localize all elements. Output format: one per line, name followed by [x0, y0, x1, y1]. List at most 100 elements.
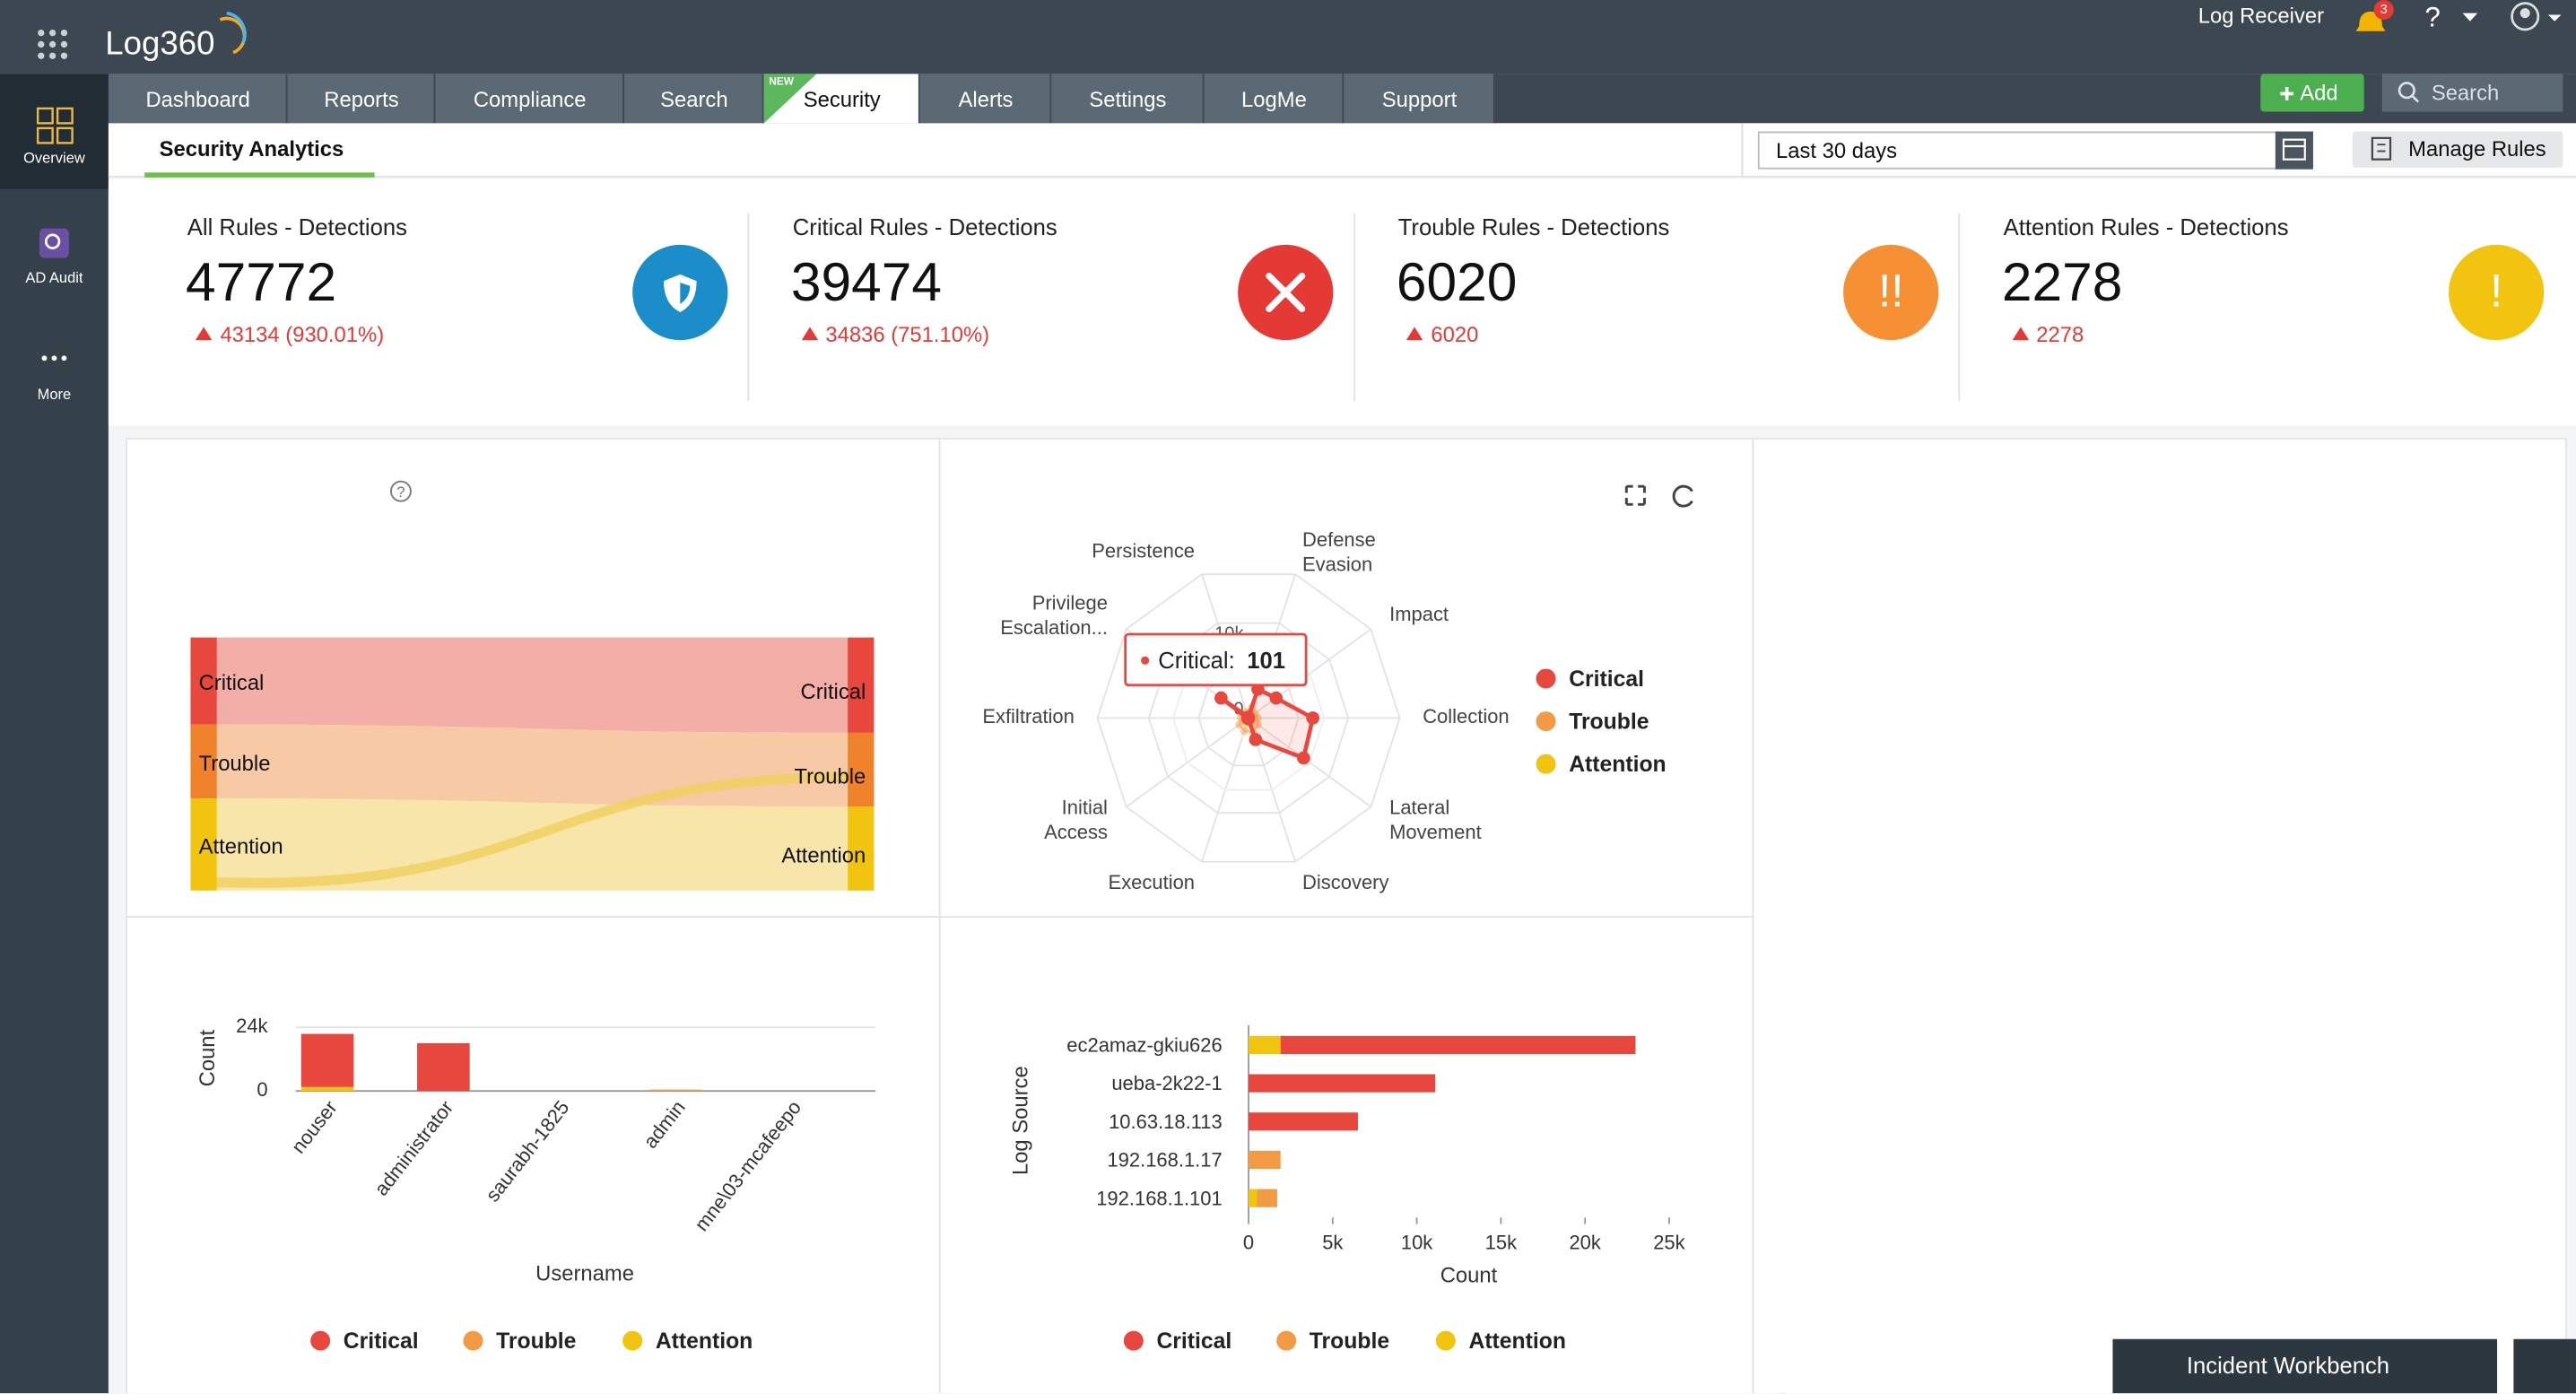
x-tick-label: 15k	[1485, 1231, 1518, 1253]
app-grid-dot	[38, 40, 45, 48]
kpi-value: 39474	[790, 250, 943, 312]
add-button[interactable]: Add	[2260, 74, 2364, 112]
search-box[interactable]: Search	[2381, 74, 2563, 112]
pipeline-level-label: Critical	[801, 680, 866, 704]
radar-point	[1253, 713, 1262, 723]
chat-button[interactable]	[2513, 1338, 2576, 1394]
date-range-text[interactable]: Last 30 days	[1775, 137, 1898, 163]
kpi-icon-text: !!	[1878, 265, 1904, 316]
nav-tab[interactable]: LogMe	[1204, 74, 1345, 124]
calendar-button[interactable]	[2275, 131, 2313, 170]
radar-point	[1306, 711, 1319, 725]
kpi-up-arrow	[195, 327, 213, 341]
x-tick-label: 0	[1243, 1231, 1254, 1253]
nav-tab-label[interactable]: Dashboard	[145, 86, 250, 112]
more-dot	[61, 355, 67, 362]
pipeline-node	[190, 724, 217, 799]
overview-icon	[56, 107, 74, 125]
kpi-icon-text: !	[2490, 265, 2502, 316]
kpi-icon	[2449, 244, 2545, 341]
sidebar-item[interactable]: More	[37, 387, 72, 404]
legend-swatch	[310, 1330, 331, 1351]
nav-tab[interactable]: Compliance	[435, 74, 625, 124]
nav-tab[interactable]: Dashboard	[108, 74, 288, 124]
sub-tab[interactable]: Security Analytics	[159, 135, 344, 161]
manage-rules-label[interactable]: Manage Rules	[2408, 135, 2546, 161]
x-tick-label: 5k	[1322, 1231, 1344, 1253]
x-icon	[1266, 273, 1306, 313]
pipeline-level-label: Attention	[781, 843, 866, 867]
search-placeholder[interactable]: Search	[2431, 80, 2500, 106]
workbench-label[interactable]: Incident Workbench	[2186, 1353, 2390, 1380]
x-tick-label: 20k	[1569, 1231, 1601, 1253]
bar	[1257, 1189, 1277, 1207]
radar-point	[1240, 727, 1249, 736]
ad-audit-icon	[39, 228, 69, 258]
nav-tab[interactable]: Reports	[287, 74, 436, 124]
nav-tab-label[interactable]: LogMe	[1241, 86, 1307, 112]
plus-icon	[2280, 87, 2293, 100]
x-axis-label: Username	[535, 1262, 634, 1286]
user-avatar	[2511, 2, 2540, 31]
incident-workbench[interactable]: Incident Workbench	[2112, 1338, 2498, 1394]
sidebar-item[interactable]: AD Audit	[25, 270, 83, 287]
nav-tab[interactable]: Search	[624, 74, 764, 124]
bar	[1249, 1150, 1281, 1170]
bar	[648, 1089, 702, 1092]
help-icon[interactable]: ?	[2424, 2, 2441, 34]
legend-swatch	[1123, 1330, 1144, 1351]
kpi-title: Trouble Rules - Detections	[1397, 213, 1670, 240]
kpi-value: 47772	[185, 250, 337, 312]
more-dot	[41, 355, 48, 362]
nav-tab[interactable]: Alerts	[919, 74, 1052, 124]
nav-tab[interactable]: Support	[1344, 74, 1495, 124]
panel	[126, 916, 941, 1394]
log-receiver[interactable]: Log Receiver	[2197, 3, 2325, 29]
kpi-change: 43134 (930.01%)	[220, 321, 385, 347]
sidebar-item[interactable]: Overview	[23, 150, 85, 167]
legend-label: Trouble	[496, 1329, 576, 1354]
help-icon	[390, 480, 412, 502]
nav-tab-label[interactable]: Compliance	[473, 86, 587, 112]
kpi-change: 6020	[1431, 321, 1479, 347]
nav-tab-label[interactable]: Support	[1381, 86, 1458, 112]
bar	[1280, 1035, 1636, 1054]
kpi-row	[108, 179, 2576, 426]
kpi-divider	[1958, 213, 1961, 401]
radar-axis-label: Collection	[1423, 705, 1509, 727]
legend-swatch	[1536, 711, 1556, 732]
manage-rules-button[interactable]: Manage Rules	[2352, 131, 2563, 168]
nav-tab-label[interactable]: Search	[660, 86, 728, 112]
y-tick-label: ueba-2k22-1	[1111, 1072, 1222, 1094]
kpi-up-arrow	[800, 327, 818, 341]
nav-tab-label[interactable]: Security	[803, 86, 881, 112]
app-grid-dot	[38, 52, 45, 59]
date-range[interactable]: Last 30 days	[1757, 131, 2313, 170]
nav-tab-label[interactable]: Settings	[1089, 86, 1167, 112]
app-grid-dot	[38, 29, 45, 37]
nav-tab-label[interactable]: Reports	[324, 86, 399, 112]
y-axis-label: Log Source	[1009, 1066, 1033, 1175]
radar-point	[1253, 720, 1262, 729]
kpi-up-arrow	[1405, 327, 1423, 341]
overview-icon	[56, 126, 74, 144]
y-tick-label: 192.168.1.17	[1107, 1149, 1222, 1172]
nav-tab-label[interactable]: Alerts	[958, 86, 1014, 112]
radar-axis-label: Discovery	[1302, 871, 1388, 893]
add-label[interactable]: Add	[2300, 80, 2338, 106]
radar-point	[1214, 691, 1228, 705]
kpi-up-arrow	[2011, 327, 2029, 341]
pipeline-level-label: Trouble	[794, 765, 866, 789]
radar-axis-label: Lateral Movement	[1389, 797, 1482, 843]
app-grid-dot	[48, 40, 57, 48]
rules-icon	[2371, 136, 2392, 161]
notification-badge	[2373, 0, 2394, 20]
nav-tab[interactable]: Settings	[1051, 74, 1205, 124]
radar-axis-label: Defense Evasion	[1302, 528, 1376, 575]
expand-icon	[1624, 484, 1646, 506]
radar-point	[1241, 710, 1256, 724]
radar-point	[1235, 720, 1244, 729]
radar-axis-label: Impact	[1389, 603, 1449, 625]
user-avatar-head	[2519, 8, 2530, 19]
